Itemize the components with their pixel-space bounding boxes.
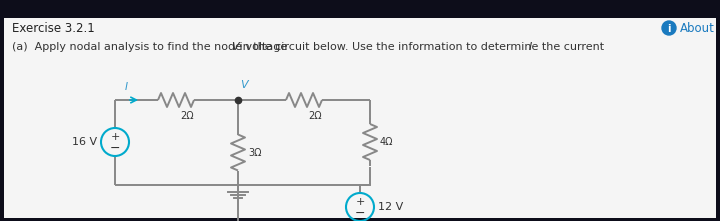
Circle shape xyxy=(662,21,676,35)
Text: in the circuit below. Use the information to determine the current: in the circuit below. Use the informatio… xyxy=(236,42,608,52)
Text: −: − xyxy=(109,141,120,154)
Text: 2Ω: 2Ω xyxy=(308,111,322,121)
Text: i: i xyxy=(667,23,671,34)
Text: About: About xyxy=(680,21,715,34)
Text: 12 V: 12 V xyxy=(378,202,403,212)
Text: Exercise 3.2.1: Exercise 3.2.1 xyxy=(12,21,95,34)
Text: 4Ω: 4Ω xyxy=(380,137,394,147)
Text: −: − xyxy=(355,206,365,219)
Text: (a)  Apply nodal analysis to find the node voltage: (a) Apply nodal analysis to find the nod… xyxy=(12,42,291,52)
Text: +: + xyxy=(355,197,365,207)
Text: 2Ω: 2Ω xyxy=(180,111,194,121)
Text: I: I xyxy=(125,82,128,92)
Text: 3Ω: 3Ω xyxy=(248,147,261,158)
Text: +: + xyxy=(110,132,120,142)
FancyBboxPatch shape xyxy=(4,18,716,218)
Text: V: V xyxy=(240,80,248,90)
Text: I: I xyxy=(528,42,532,52)
Text: 16 V: 16 V xyxy=(72,137,97,147)
Text: V: V xyxy=(231,42,239,52)
